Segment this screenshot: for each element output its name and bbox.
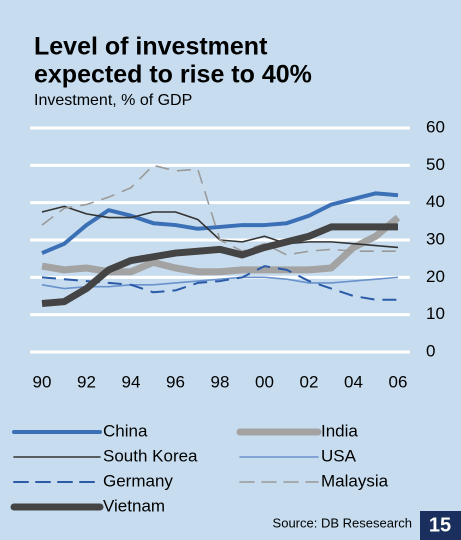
y-tick-label: 40 [426, 192, 445, 211]
series-line [41, 164, 398, 256]
series-line [41, 191, 399, 255]
legend-label: Germany [103, 471, 173, 490]
legend-label: Malaysia [321, 471, 389, 490]
x-tick-label: 06 [389, 372, 408, 391]
y-tick-label: 30 [426, 229, 445, 248]
page-number: 15 [429, 514, 451, 536]
chart-title: Level of investment [34, 33, 268, 61]
legend-label: India [321, 421, 358, 440]
y-tick-label: 0 [426, 341, 435, 360]
x-tick-label: 92 [77, 372, 96, 391]
series-line [41, 265, 398, 301]
chart-title: expected to rise to 40% [34, 61, 312, 89]
series-line [41, 214, 401, 276]
chart-subtitle: Investment, % of GDP [34, 92, 192, 109]
legend-label: China [103, 421, 148, 440]
source: Source: DB Resesearch [273, 515, 412, 530]
page-badge [420, 511, 461, 540]
x-tick-label: 02 [300, 372, 319, 391]
y-tick-label: 10 [426, 304, 445, 323]
x-tick-label: 90 [33, 372, 52, 391]
y-tick-label: 20 [426, 267, 445, 286]
y-tick-label: 60 [426, 117, 445, 136]
x-tick-label: 96 [166, 372, 185, 391]
series-line [41, 276, 399, 290]
legend-label: South Korea [103, 446, 198, 465]
series-line [41, 223, 398, 307]
y-tick-label: 50 [426, 155, 445, 174]
x-tick-label: 98 [211, 372, 230, 391]
legend-label: Vietnam [103, 496, 165, 515]
x-tick-label: 00 [255, 372, 274, 391]
x-tick-label: 04 [344, 372, 363, 391]
x-tick-label: 94 [122, 372, 141, 391]
legend-label: USA [321, 446, 357, 465]
